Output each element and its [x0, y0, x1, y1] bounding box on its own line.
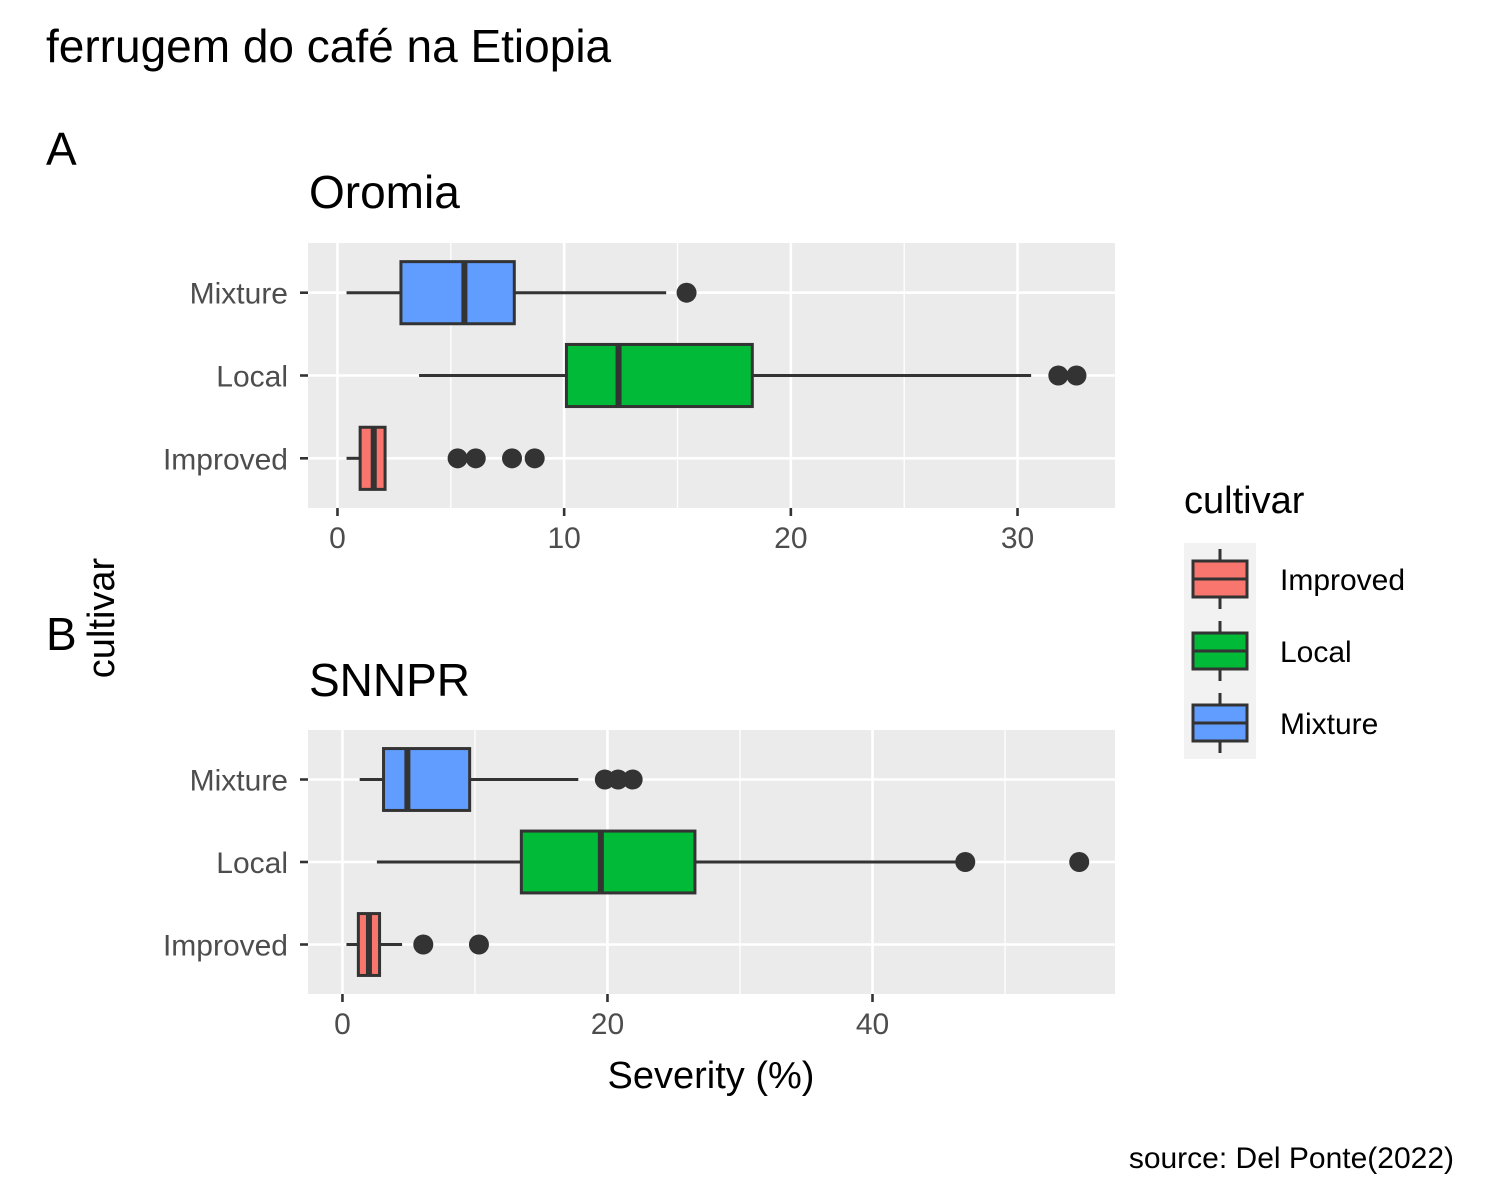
y-tick-label: Local [216, 847, 288, 880]
outlier-point [413, 934, 434, 955]
outlier-point [608, 769, 629, 790]
y-tick-label: Improved [163, 930, 288, 963]
y-tick-label: Local [216, 361, 288, 394]
panel-title-oromia: Oromia [309, 166, 460, 218]
legend-label-mixture: Mixture [1280, 708, 1378, 741]
x-tick-label: 40 [856, 1008, 889, 1041]
panel-tag-a: A [46, 123, 77, 175]
figure-title: ferrugem do café na Etiopia [46, 20, 612, 72]
plot-area-snnpr: 0 20 40 Improved Local Mixture [163, 730, 1115, 1041]
legend-label-local: Local [1280, 636, 1352, 669]
outlier-point [447, 448, 468, 469]
panel-oromia: A Oromia 0 10 20 30 Improved Local Mixture [46, 123, 1115, 555]
outlier-point [1069, 852, 1090, 872]
outlier-point [955, 852, 976, 872]
x-tick-label: 20 [591, 1008, 624, 1041]
box-mixture [399, 260, 516, 326]
panel-snnpr: B SNNPR 0 20 40 Improved Local Mixture Severi… [46, 608, 1115, 1097]
panel-tag-b: B [46, 608, 77, 660]
x-tick-label: 0 [334, 1008, 351, 1041]
outlier-point [524, 448, 545, 469]
y-axis-label: cultivar [81, 557, 123, 678]
outlier-point [502, 448, 523, 469]
x-tick-label: 30 [1001, 522, 1034, 555]
outlier-point [468, 934, 489, 955]
box-mixture [382, 747, 472, 812]
legend-label-improved: Improved [1280, 564, 1405, 597]
panel-title-snnpr: SNNPR [309, 654, 470, 706]
x-tick-label: 0 [329, 522, 346, 555]
outlier-point [676, 282, 697, 303]
y-tick-label: Mixture [190, 765, 288, 798]
y-tick-label: Improved [163, 443, 288, 476]
box-local [564, 342, 754, 409]
caption: source: Del Ponte(2022) [1129, 1142, 1454, 1175]
legend: cultivar Improved Local Mixture [1184, 480, 1405, 759]
x-tick-label: 20 [774, 522, 807, 555]
x-tick-label: 10 [547, 522, 580, 555]
y-tick-label: Mixture [190, 278, 288, 311]
legend-title: cultivar [1184, 480, 1305, 522]
plot-area-oromia: 0 10 20 30 Improved Local Mixture [163, 243, 1115, 555]
outlier-point [465, 448, 486, 469]
outlier-point [1048, 365, 1069, 386]
x-axis-label-snnpr: Severity (%) [608, 1055, 815, 1097]
outlier-point [622, 769, 643, 790]
box-local [519, 829, 697, 895]
outlier-point [1066, 365, 1087, 386]
